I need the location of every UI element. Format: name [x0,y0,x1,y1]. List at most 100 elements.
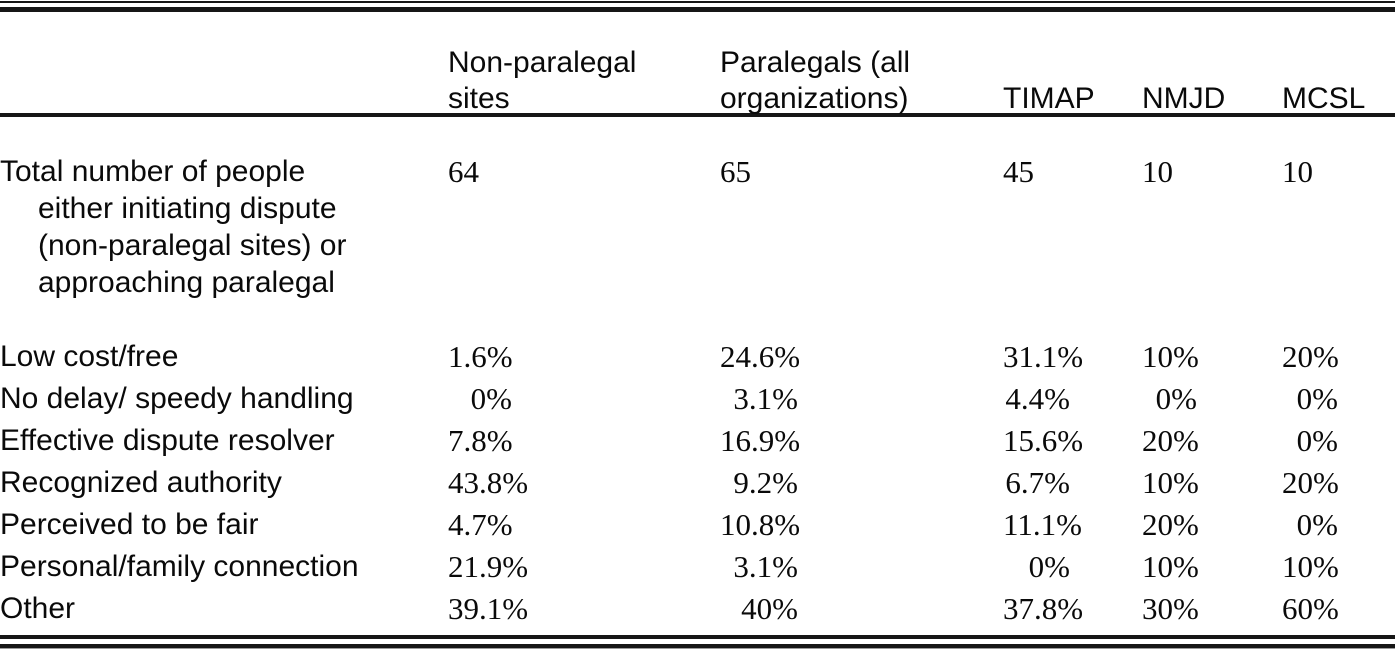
table-cell: 24.6% [720,336,1003,378]
table-top-rule-thick [0,7,1395,12]
table-cell: 20% [1282,336,1395,378]
table-row: Perceived to be fair 4.7% 10.8% 11.1% 20… [0,504,1395,546]
cell-value: 0% [1296,507,1338,542]
table-cell: 6.7% [1003,462,1142,504]
table-cell: 45 [1003,133,1142,336]
table-cell: 60% [1282,588,1395,630]
cell-value: 10 [1282,154,1313,189]
cell-value: 3.1% [733,381,798,416]
table-cell: 0% [448,378,720,420]
table-cell: 10 [1282,133,1395,336]
table-cell: 4.4% [1003,378,1142,420]
table-cell: 20% [1142,504,1282,546]
cell-value: 3.1% [733,549,798,584]
table-cell: 20% [1282,462,1395,504]
cell-value: 65 [720,154,751,189]
table-cell: 16.9% [720,420,1003,462]
cell-value: 0% [470,381,512,416]
table-cell: 10% [1142,336,1282,378]
column-header-mcsl: MCSL [1282,82,1366,115]
table-cell: 9.2% [720,462,1003,504]
cell-value: 31.1% [1003,339,1084,374]
cell-value: 60% [1282,591,1339,626]
table-bottom-rule-lower [0,644,1395,648]
row-label: Other [0,592,76,625]
table-cell: 10% [1142,462,1282,504]
table-row: Effective dispute resolver 7.8% 16.9% 15… [0,420,1395,462]
table-header-row: Non-paralegal sites Paralegals (all orga… [0,0,1395,133]
cell-value: 4.4% [1005,381,1070,416]
cell-value: 10 [1142,154,1173,189]
table-cell: 65 [720,133,1003,336]
table-cell: 10.8% [720,504,1003,546]
table-cell: 0% [1003,546,1142,588]
cell-value: 10% [1142,339,1199,374]
cell-value: 43.8% [448,465,529,500]
table-cell: 0% [1142,378,1282,420]
table-row: Low cost/free 1.6% 24.6% 31.1% 10% 20% [0,336,1395,378]
cell-value: 20% [1142,423,1199,458]
table-cell: 64 [448,133,720,336]
cell-value: 10% [1142,465,1199,500]
cell-value: 10% [1142,549,1199,584]
cell-value: 45 [1003,154,1034,189]
table-header-separator [0,113,1395,117]
cell-value: 6.7% [1005,465,1070,500]
table-cell: 31.1% [1003,336,1142,378]
row-label: Total number of people either initiating… [0,155,347,299]
row-label: Effective dispute resolver [0,424,335,457]
cell-value: 16.9% [720,423,801,458]
cell-value: 0% [1155,381,1197,416]
cell-value: 9.2% [733,465,798,500]
row-label: Recognized authority [0,466,282,499]
cell-value: 30% [1142,591,1199,626]
table-top-rule-thin [0,1,1395,3]
table-bottom-rule-upper [0,635,1395,639]
cell-value: 4.7% [448,507,513,542]
cell-value: 39.1% [448,591,529,626]
table-cell: 3.1% [720,546,1003,588]
table-cell: 1.6% [448,336,720,378]
table-cell: 3.1% [720,378,1003,420]
table-cell: 15.6% [1003,420,1142,462]
column-header-non-paralegal-sites: Non-paralegal sites [448,46,637,115]
table-cell: 10% [1282,546,1395,588]
table-cell: 39.1% [448,588,720,630]
row-label: Personal/family connection [0,550,359,583]
column-header-timap: TIMAP [1003,82,1095,115]
row-label: No delay/ speedy handling [0,382,354,415]
table-row: Recognized authority 43.8% 9.2% 6.7% 10%… [0,462,1395,504]
table-cell: 10 [1142,133,1282,336]
table-row: Other 39.1% 40% 37.8% 30% 60% [0,588,1395,630]
table-cell: 20% [1142,420,1282,462]
cell-value: 24.6% [720,339,801,374]
column-header-stub [0,0,448,133]
table-cell: 21.9% [448,546,720,588]
cell-value: 21.9% [448,549,529,584]
row-label: Perceived to be fair [0,508,259,541]
cell-value: 10.8% [720,507,801,542]
cell-value: 0% [1028,549,1070,584]
table-cell: 11.1% [1003,504,1142,546]
cell-value: 0% [1296,423,1338,458]
table-cell: 37.8% [1003,588,1142,630]
cell-value: 15.6% [1003,423,1084,458]
table-cell: 43.8% [448,462,720,504]
cell-value: 0% [1296,381,1338,416]
table-cell: 30% [1142,588,1282,630]
cell-value: 20% [1282,339,1339,374]
cell-value: 11.1% [1003,507,1082,542]
column-header-nmjd: NMJD [1142,82,1226,115]
table-cell: 0% [1282,420,1395,462]
table-row: Personal/family connection 21.9% 3.1% 0%… [0,546,1395,588]
cell-value: 7.8% [448,423,513,458]
cell-value: 20% [1282,465,1339,500]
cell-value: 1.6% [448,339,513,374]
cell-value: 37.8% [1003,591,1084,626]
row-label: Low cost/free [0,340,179,373]
table-cell: 7.8% [448,420,720,462]
table-cell: 4.7% [448,504,720,546]
table-row: Total number of people either initiating… [0,133,1395,336]
table-cell: 40% [720,588,1003,630]
